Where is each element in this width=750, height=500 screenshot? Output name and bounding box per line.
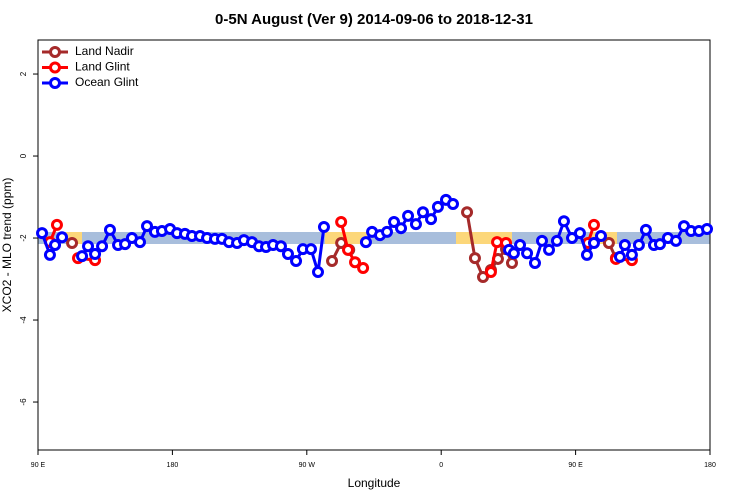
- data-point: [613, 250, 626, 263]
- data-point: [528, 257, 541, 270]
- data-point: [580, 248, 593, 261]
- chart-title: 0-5N August (Ver 9) 2014-09-06 to 2018-1…: [215, 11, 533, 28]
- data-point: [507, 247, 520, 260]
- data-point: [431, 200, 444, 213]
- data-point: [587, 236, 600, 249]
- data-point: [76, 250, 89, 263]
- data-point: [103, 223, 116, 236]
- x-tick-label: 180: [704, 462, 716, 469]
- data-point: [602, 236, 615, 249]
- data-point: [312, 266, 324, 279]
- x-tick-label: 90 E: [31, 462, 46, 469]
- data-point: [357, 261, 370, 274]
- y-tick-label: -2: [19, 234, 28, 242]
- data-point: [43, 248, 56, 261]
- legend-label: Land Glint: [75, 60, 130, 74]
- data-point: [89, 248, 102, 261]
- data-point: [388, 216, 401, 229]
- data-point: [521, 247, 534, 260]
- x-tick-label: 0: [439, 462, 443, 469]
- data-point: [639, 223, 652, 236]
- y-tick-label: -4: [19, 316, 28, 324]
- data-point: [505, 257, 518, 270]
- data-point: [395, 222, 408, 235]
- data-point: [402, 209, 415, 222]
- data-point: [587, 218, 600, 231]
- data-point: [625, 248, 638, 261]
- data-point: [380, 225, 393, 238]
- data-point: [618, 239, 631, 251]
- data-point: [425, 213, 438, 226]
- data-point: [36, 227, 49, 240]
- x-tick-label: 90 W: [299, 462, 316, 469]
- data-point: [416, 206, 429, 219]
- data-point: [550, 234, 563, 247]
- data-point: [49, 239, 62, 251]
- data-point: [573, 227, 586, 240]
- data-point: [669, 234, 682, 247]
- data-point: [653, 238, 666, 251]
- y-axis-label: XCO2 - MLO trend (ppm): [0, 178, 14, 313]
- data-point: [56, 231, 69, 244]
- legend-marker: [49, 77, 61, 89]
- data-point: [594, 229, 607, 242]
- data-point: [335, 216, 348, 229]
- data-point: [701, 223, 714, 236]
- x-tick-label: 90 E: [568, 462, 583, 469]
- y-tick-label: 2: [19, 71, 28, 76]
- data-point: [461, 206, 474, 219]
- data-point: [50, 218, 63, 231]
- data-point: [281, 248, 294, 261]
- data-point: [557, 215, 570, 228]
- data-point: [342, 243, 355, 256]
- data-point: [543, 243, 556, 256]
- legend-marker: [49, 46, 61, 58]
- data-point: [326, 254, 339, 267]
- data-point: [141, 220, 154, 233]
- data-point: [304, 243, 317, 256]
- legend-label: Ocean Glint: [75, 75, 139, 89]
- data-point: [484, 266, 497, 279]
- data-point: [66, 236, 79, 249]
- data-point: [317, 220, 330, 233]
- data-point: [468, 252, 481, 265]
- data-point: [536, 234, 548, 247]
- data-point: [632, 239, 645, 251]
- data-point: [409, 218, 422, 231]
- x-axis-label: Longitude: [348, 476, 401, 490]
- y-tick-label: 0: [19, 153, 28, 158]
- data-point: [446, 198, 459, 210]
- data-point: [349, 256, 362, 269]
- legend-label: Land Nadir: [75, 44, 134, 58]
- y-tick-label: -6: [19, 398, 28, 406]
- plot-frame: [37, 39, 711, 451]
- data-point: [96, 240, 109, 253]
- data-point: [274, 240, 287, 253]
- data-point: [359, 236, 372, 249]
- x-tick-label: 180: [167, 462, 179, 469]
- data-point: [133, 236, 146, 249]
- data-point: [82, 240, 95, 253]
- legend-marker: [49, 61, 61, 74]
- data-point: [119, 238, 132, 251]
- data-point: [290, 254, 303, 267]
- data-point: [514, 239, 527, 251]
